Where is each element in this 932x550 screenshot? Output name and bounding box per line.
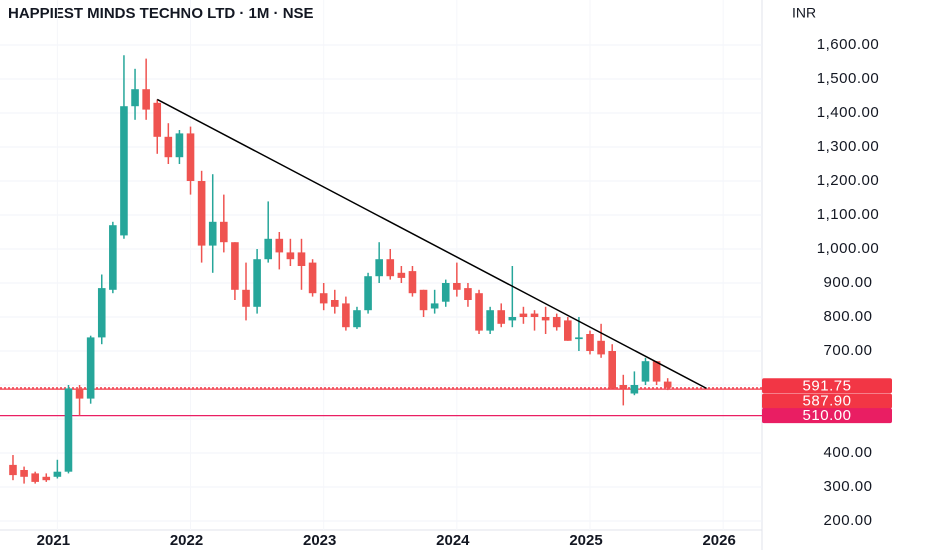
candle-body: [663, 381, 672, 388]
y-tick-label: 900.00: [824, 274, 873, 291]
x-tick-label: 2022: [170, 532, 203, 549]
candle-body: [153, 102, 162, 137]
candle-body: [541, 317, 550, 321]
candle-body: [386, 259, 395, 277]
price-label: 587.90: [803, 393, 852, 410]
y-tick-label: 1,600.00: [817, 36, 879, 53]
candle-body: [20, 469, 28, 477]
candle-body: [64, 388, 73, 472]
x-tick-label: 2023: [303, 532, 336, 549]
y-tick-label: 800.00: [824, 308, 873, 325]
candle-body: [519, 313, 528, 318]
candle-body: [364, 276, 372, 311]
candle-body: [86, 337, 95, 399]
candle-body: [419, 289, 428, 311]
candle-body: [330, 300, 339, 307]
x-tick-label: 2024: [436, 532, 470, 549]
candle-body: [597, 340, 605, 355]
currency-label: INR: [792, 5, 816, 21]
candle-body: [552, 317, 561, 328]
candle-body: [53, 471, 62, 477]
candle-body: [652, 361, 661, 382]
candle-body: [575, 337, 583, 340]
y-tick-label: 1,200.00: [817, 172, 879, 189]
candle-body: [564, 320, 572, 341]
candle-body: [242, 289, 250, 307]
candle-body: [441, 283, 450, 302]
candle-body: [630, 384, 639, 394]
price-label: 510.00: [803, 407, 852, 424]
candle-body: [308, 262, 317, 294]
y-tick-label: 1,300.00: [817, 138, 879, 155]
trend-line: [156, 98, 707, 390]
candle-body: [208, 221, 217, 246]
candle-body: [142, 89, 150, 110]
candle-body: [297, 252, 306, 267]
candle-body: [31, 473, 39, 482]
candle-body: [641, 361, 650, 382]
price-label-bg: [762, 378, 892, 394]
y-tick-label: 700.00: [824, 342, 873, 359]
y-tick-label: 1,400.00: [817, 104, 879, 121]
candle-body: [586, 333, 594, 351]
candle-body: [109, 225, 117, 290]
y-tick-label: 1,100.00: [817, 206, 879, 223]
candle-body: [275, 238, 284, 253]
candle-body: [253, 259, 261, 307]
candle-body: [175, 133, 184, 158]
candle-body: [120, 106, 128, 236]
candle-body: [264, 238, 273, 260]
candle-body: [75, 388, 84, 399]
x-tick-label: 2021: [37, 532, 70, 549]
candle-body: [508, 317, 517, 321]
candle-body: [486, 310, 494, 331]
candle-body: [197, 181, 206, 246]
candle-body: [408, 271, 417, 294]
candle-body: [342, 303, 350, 328]
price-label-bg: [762, 393, 892, 409]
candle-body: [497, 310, 506, 324]
candle-body: [319, 293, 328, 304]
candle-body: [619, 384, 628, 389]
candle-body: [97, 288, 106, 338]
candle-body: [453, 283, 461, 290]
price-label: 591.75: [803, 377, 852, 394]
candle-body: [220, 221, 228, 243]
y-tick-label: 1,000.00: [817, 240, 879, 257]
candle-body: [353, 310, 361, 328]
y-tick-label: 400.00: [824, 444, 873, 461]
candle-body: [42, 476, 51, 481]
candle-body: [430, 303, 439, 309]
candle-body: [164, 136, 173, 158]
y-tick-label: 300.00: [824, 478, 873, 495]
candle-body: [9, 464, 17, 476]
candle-body: [475, 293, 483, 331]
candle-body: [375, 259, 383, 277]
y-tick-label: 200.00: [824, 512, 873, 529]
candle-body: [231, 242, 239, 290]
x-tick-label: 2025: [569, 532, 602, 549]
candle-body: [186, 133, 195, 182]
candle-body: [530, 313, 539, 318]
candle-body: [397, 272, 406, 278]
candle-body: [464, 288, 472, 301]
price-label-bg: [762, 408, 892, 424]
y-tick-label: 1,500.00: [817, 70, 879, 87]
x-tick-label: 2026: [702, 532, 735, 549]
candle-body: [608, 350, 616, 389]
chart-title: HAPPIEST MINDS TECHNO LTD · 1M · NSE: [8, 5, 314, 22]
candle-body: [286, 252, 295, 260]
candle-body: [131, 89, 139, 107]
